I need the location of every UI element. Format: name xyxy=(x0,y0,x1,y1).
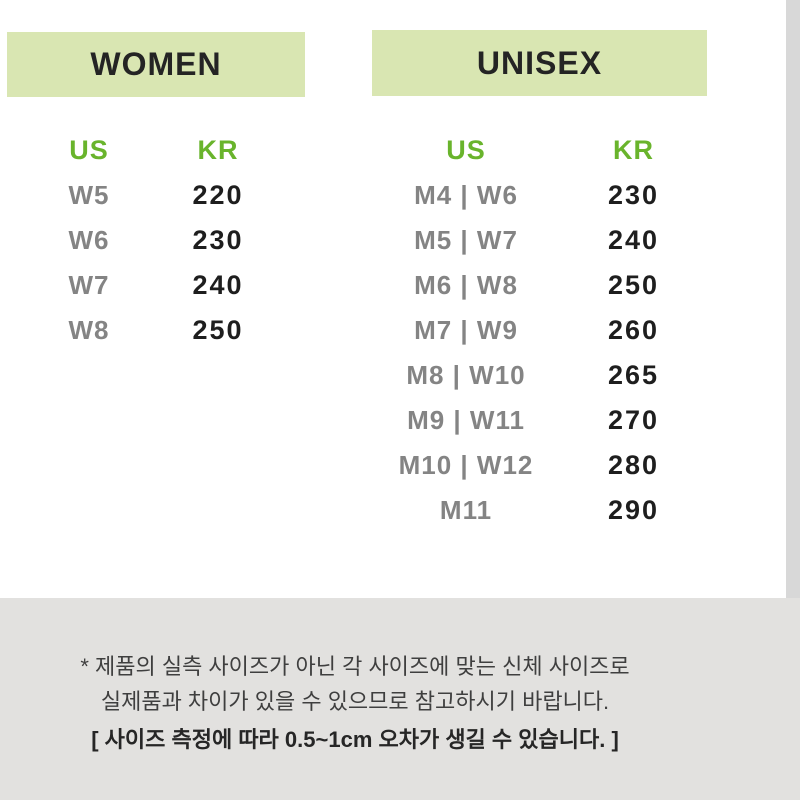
women-size-table: US KR W5 220 W6 230 W7 240 W8 250 xyxy=(7,128,305,353)
disclaimer-line-2: 실제품과 차이가 있을 수 있으므로 참고하시기 바랍니다. xyxy=(100,689,610,714)
unisex-size-table: US KR M4 | W6 230 M5 | W7 240 M6 | W8 25… xyxy=(372,128,707,533)
table-row: W8 250 xyxy=(7,308,265,353)
table-row: W7 240 xyxy=(7,263,265,308)
table-row: M4 | W6 230 xyxy=(372,173,707,218)
kr-size-value: 230 xyxy=(607,180,660,210)
women-section-header: WOMEN xyxy=(7,32,305,97)
us-size-value: W6 xyxy=(68,225,110,255)
us-size-value: M7 | W9 xyxy=(414,315,518,345)
kr-size-value: 265 xyxy=(607,360,660,390)
table-row: M6 | W8 250 xyxy=(372,263,707,308)
us-size-value: M11 xyxy=(439,495,493,525)
table-row: M7 | W9 260 xyxy=(372,308,707,353)
kr-size-value: 220 xyxy=(192,180,244,210)
kr-size-value: 260 xyxy=(607,315,660,345)
disclaimer-line-1: * 제품의 실측 사이즈가 아닌 각 사이즈에 맞는 신체 사이즈로 xyxy=(80,654,630,679)
women-us-column-header: US xyxy=(69,135,109,165)
us-size-value: W5 xyxy=(68,180,110,210)
footer-note-section xyxy=(0,598,800,800)
right-edge-strip xyxy=(786,0,800,598)
women-size-panel: WOMEN US KR W5 220 W6 230 W7 240 W8 250 xyxy=(7,32,305,353)
unisex-section-title: UNISEX xyxy=(476,44,603,81)
kr-size-value: 270 xyxy=(607,405,660,435)
kr-size-value: 250 xyxy=(192,315,244,345)
table-row: M11 290 xyxy=(372,488,707,533)
unisex-kr-column-header: KR xyxy=(613,135,654,165)
size-disclaimer: * 제품의 실측 사이즈가 아닌 각 사이즈에 맞는 신체 사이즈로 실제품과 … xyxy=(0,649,710,757)
us-size-value: M6 | W8 xyxy=(414,270,518,300)
us-size-value: M10 | W12 xyxy=(398,450,534,480)
women-table-header-row: US KR xyxy=(7,128,265,173)
unisex-size-panel: UNISEX US KR M4 | W6 230 M5 | W7 240 M6 … xyxy=(372,30,707,533)
kr-size-value: 290 xyxy=(607,495,660,525)
us-size-value: M5 | W7 xyxy=(414,225,518,255)
kr-size-value: 240 xyxy=(192,270,244,300)
us-size-value: M9 | W11 xyxy=(407,405,525,435)
unisex-us-column-header: US xyxy=(446,135,486,165)
us-size-value: W8 xyxy=(68,315,110,345)
kr-size-value: 240 xyxy=(607,225,660,255)
us-size-value: W7 xyxy=(68,270,110,300)
unisex-section-header: UNISEX xyxy=(372,30,707,96)
kr-size-value: 250 xyxy=(607,270,660,300)
table-row: M10 | W12 280 xyxy=(372,443,707,488)
women-section-title: WOMEN xyxy=(90,46,222,82)
table-row: W6 230 xyxy=(7,218,265,263)
kr-size-value: 230 xyxy=(192,225,244,255)
kr-size-value: 280 xyxy=(607,450,660,480)
unisex-table-header-row: US KR xyxy=(372,128,707,173)
women-kr-column-header: KR xyxy=(197,135,239,165)
disclaimer-line-3: [ 사이즈 측정에 따라 0.5~1cm 오차가 생길 수 있습니다. ] xyxy=(91,727,619,752)
us-size-value: M8 | W10 xyxy=(406,360,526,390)
table-row: M9 | W11 270 xyxy=(372,398,707,443)
table-row: M5 | W7 240 xyxy=(372,218,707,263)
table-row: M8 | W10 265 xyxy=(372,353,707,398)
us-size-value: M4 | W6 xyxy=(414,180,518,210)
table-row: W5 220 xyxy=(7,173,265,218)
